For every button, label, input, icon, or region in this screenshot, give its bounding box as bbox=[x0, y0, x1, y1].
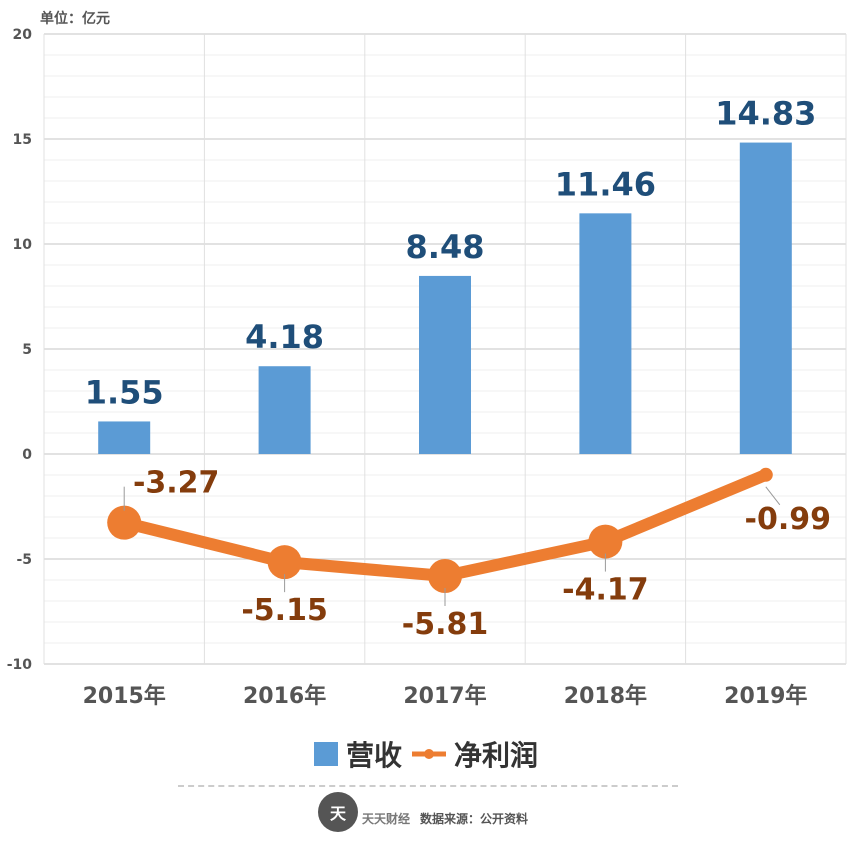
brand-logo: 天 bbox=[318, 792, 358, 832]
y-tick-label: 0 bbox=[22, 447, 32, 463]
bar bbox=[98, 421, 151, 454]
line-data-label: -5.81 bbox=[402, 607, 488, 642]
y-tick-label: 5 bbox=[22, 342, 32, 358]
line-point bbox=[428, 559, 462, 594]
legend-label-net-profit: 净利润 bbox=[454, 739, 538, 772]
x-tick-label: 2016年 bbox=[243, 683, 326, 709]
bar bbox=[258, 366, 311, 454]
line-point bbox=[758, 467, 773, 482]
bar-data-label: 8.48 bbox=[406, 228, 485, 266]
data-source: 数据来源：公开资料 bbox=[420, 812, 529, 826]
x-tick-label: 2019年 bbox=[724, 683, 807, 709]
line-point bbox=[588, 524, 623, 559]
line-data-label: -3.27 bbox=[133, 466, 219, 501]
footer-brand: 天天财经 bbox=[362, 812, 411, 826]
label-leader-line bbox=[765, 486, 781, 506]
line-data-label: -0.99 bbox=[745, 502, 831, 537]
y-tick-label: 15 bbox=[13, 132, 32, 148]
y-tick-label: -10 bbox=[7, 657, 33, 673]
line-point bbox=[107, 505, 142, 540]
unit-label: 单位：亿元 bbox=[40, 11, 110, 27]
legend-label-revenue: 营收 bbox=[346, 739, 402, 772]
bar-data-label: 11.46 bbox=[555, 165, 656, 203]
y-tick-label: -5 bbox=[16, 552, 32, 568]
line-data-label: -5.15 bbox=[241, 593, 327, 628]
y-axis-ticks: 20 15 10 5 0 -5 -10 bbox=[7, 27, 33, 673]
x-tick-label: 2015年 bbox=[83, 683, 166, 709]
legend-swatch-net-profit-dot bbox=[424, 749, 434, 759]
revenue-bars: 1.55 4.18 8.48 11.46 14.83 bbox=[85, 95, 816, 454]
bar bbox=[739, 142, 792, 454]
bar-data-label: 4.18 bbox=[245, 318, 324, 356]
x-axis-ticks: 2015年 2016年 2017年 2018年 2019年 bbox=[83, 683, 808, 709]
bar bbox=[419, 275, 471, 454]
line-data-label: -4.17 bbox=[562, 573, 648, 608]
legend: 营收 净利润 bbox=[314, 739, 538, 772]
x-tick-label: 2018年 bbox=[564, 683, 647, 709]
x-tick-label: 2017年 bbox=[403, 683, 486, 709]
line-point bbox=[267, 545, 302, 580]
net-profit-line: -3.27 -5.15 -5.81 -4.17 -0.99 bbox=[107, 466, 831, 642]
legend-swatch-revenue bbox=[314, 742, 338, 766]
bar bbox=[579, 213, 632, 454]
bar-data-label: 1.55 bbox=[85, 373, 164, 411]
bar-data-label: 14.83 bbox=[715, 95, 816, 133]
y-tick-label: 10 bbox=[13, 237, 33, 253]
y-tick-label: 20 bbox=[13, 27, 33, 43]
footer-divider bbox=[178, 785, 678, 787]
